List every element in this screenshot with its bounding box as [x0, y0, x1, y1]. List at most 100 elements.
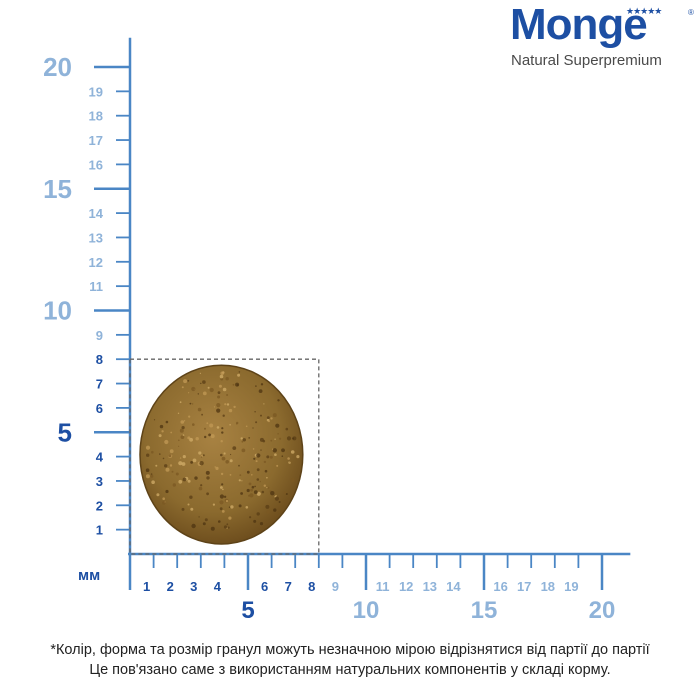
- x-major-label: 15: [471, 597, 498, 624]
- kibble-speck: [202, 391, 207, 396]
- kibble-speck: [156, 493, 160, 497]
- kibble-speck: [145, 468, 150, 473]
- kibble-speck: [225, 460, 229, 464]
- kibble-speck: [229, 424, 231, 426]
- kibble-speck: [195, 437, 199, 441]
- kibble-speck: [252, 427, 254, 429]
- kibble-speck: [245, 506, 249, 509]
- kibble-speck: [199, 461, 204, 466]
- kibble-speck: [225, 499, 229, 503]
- kibble-speck: [190, 507, 194, 511]
- kibble-speck: [175, 472, 179, 476]
- y-major-label: 15: [43, 174, 72, 204]
- kibble-speck: [216, 426, 220, 429]
- kibble-speck: [197, 407, 202, 412]
- kibble-speck: [254, 411, 256, 413]
- kibble-speck: [204, 427, 206, 430]
- kibble-speck: [171, 470, 174, 473]
- x-major-label: 10: [353, 597, 380, 624]
- kibble-speck: [194, 476, 198, 480]
- kibble-speck: [253, 457, 256, 460]
- brand-name: Monge: [510, 0, 648, 49]
- kibble-speck: [150, 473, 153, 475]
- kibble-speck: [192, 458, 197, 463]
- kibble-speck: [283, 449, 285, 452]
- kibble-speck: [275, 423, 280, 428]
- kibble-speck: [250, 488, 254, 492]
- kibble-speck: [206, 492, 210, 496]
- kibble-speck: [253, 519, 257, 523]
- kibble-speck: [183, 379, 188, 384]
- kibble-speck: [182, 477, 187, 482]
- kibble-speck: [189, 495, 193, 499]
- kibble-speck: [165, 489, 169, 494]
- kibble-speck: [202, 380, 206, 384]
- kibble-speck: [226, 394, 229, 396]
- kibble-speck: [182, 434, 185, 436]
- kibble-speck: [266, 455, 270, 459]
- kibble-speck: [227, 526, 230, 529]
- kibble-speck: [240, 437, 243, 440]
- kibble-speck: [213, 406, 216, 408]
- x-tick-label: 1: [143, 579, 150, 594]
- brand-stars-icon: ★★★★★: [626, 6, 662, 16]
- ruler-ticks: [94, 65, 604, 590]
- kibble-speck: [256, 512, 260, 516]
- kibble-speck: [255, 460, 258, 463]
- kibble-speck: [187, 436, 191, 440]
- kibble-speck: [260, 414, 262, 417]
- kibble-speck: [230, 505, 234, 509]
- kibble-speck: [296, 455, 300, 459]
- kibble-speck: [165, 420, 169, 424]
- kibble-speck: [240, 492, 244, 495]
- kibble-speck: [198, 486, 203, 491]
- kibble-speck: [230, 453, 232, 456]
- kibble-speck: [150, 474, 154, 478]
- y-tick-label: 3: [96, 474, 103, 489]
- x-tick-label: 19: [564, 579, 578, 594]
- kibble-speck: [286, 436, 292, 441]
- kibble-speck: [151, 450, 154, 454]
- kibble-speck: [290, 478, 295, 483]
- kibble-speck: [209, 387, 214, 393]
- kibble-speck: [238, 371, 241, 373]
- y-tick-label: 7: [96, 377, 103, 392]
- x-tick-label: 7: [285, 579, 292, 594]
- kibble-speck: [181, 462, 186, 466]
- kibble-speck: [254, 485, 256, 488]
- kibble-speck: [256, 491, 261, 496]
- kibble-speck: [268, 420, 270, 423]
- kibble-speck: [200, 382, 202, 385]
- kibble-speck: [175, 522, 180, 526]
- kibble-speck: [272, 413, 277, 418]
- kibble-speck: [200, 484, 203, 487]
- x-major-label: 5: [241, 597, 254, 624]
- kibble-speck: [238, 504, 242, 508]
- kibble-speck: [178, 461, 183, 466]
- unit-label-mm: мм: [78, 567, 100, 584]
- kibble-speck: [221, 456, 226, 461]
- kibble-speck: [289, 461, 291, 463]
- kibble-speck: [245, 425, 248, 428]
- kibble-speck: [204, 518, 208, 522]
- kibble-speck: [145, 445, 151, 450]
- kibble-speck: [162, 501, 166, 505]
- kibble-speck: [248, 437, 251, 439]
- kibble-speck: [189, 437, 194, 442]
- kibble-speck: [219, 494, 224, 499]
- kibble-speck: [256, 468, 260, 472]
- kibble-speck: [249, 516, 252, 519]
- kibble-speck: [187, 379, 190, 382]
- x-tick-label: 13: [423, 579, 437, 594]
- kibble-speck: [256, 478, 260, 481]
- kibble-speck: [261, 490, 265, 494]
- kibble-speck: [180, 435, 185, 439]
- kibble-speck: [162, 497, 165, 501]
- y-major-label: 5: [58, 417, 72, 447]
- y-tick-label: 9: [96, 328, 103, 343]
- kibble-speck: [220, 486, 223, 489]
- x-tick-label: 4: [214, 579, 222, 594]
- kibble-speck: [237, 373, 241, 377]
- kibble-speck: [251, 485, 255, 489]
